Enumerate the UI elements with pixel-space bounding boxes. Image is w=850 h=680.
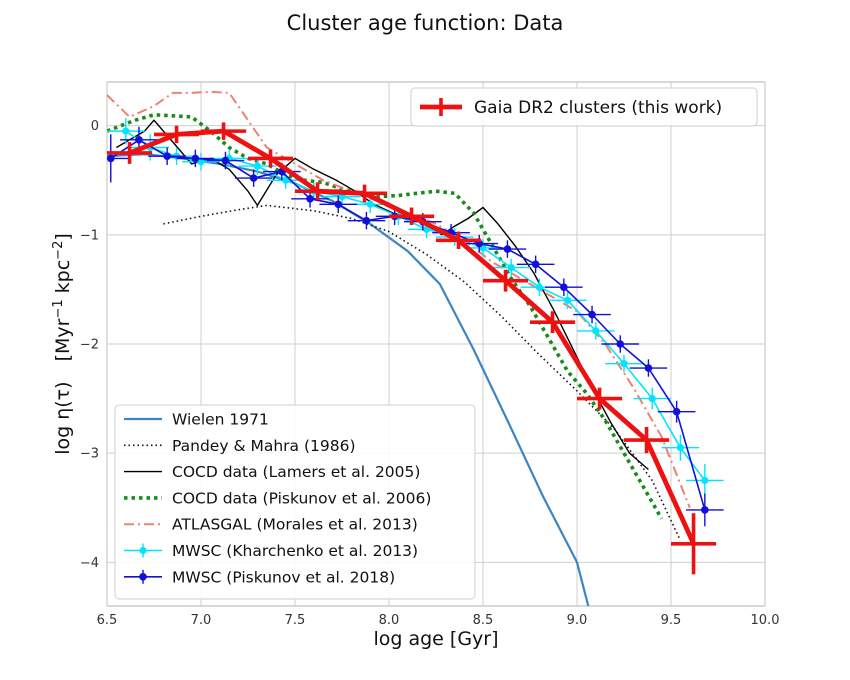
legend-label-4: ATLASGAL (Morales et al. 2013) xyxy=(172,516,418,534)
legend-label-1: Pandey & Mahra (1986) xyxy=(172,437,356,455)
data-point xyxy=(701,506,709,514)
data-point xyxy=(503,245,512,253)
legend-handle-marker-5 xyxy=(139,546,147,555)
y-axis-title-unit-mid: kpc xyxy=(52,260,74,300)
errorbar-series-2 xyxy=(107,122,717,575)
data-point xyxy=(191,154,200,163)
x-axis-title: log age [Gyr] xyxy=(373,628,498,650)
data-point xyxy=(616,340,625,348)
data-point xyxy=(362,216,371,225)
legend-handle-marker-6 xyxy=(139,573,147,581)
x-tick-label: 7.5 xyxy=(285,613,306,628)
legend-top-handle xyxy=(420,98,462,116)
legend-label-2: COCD data (Lamers et al. 2005) xyxy=(172,463,420,481)
chart-title: Cluster age function: Data xyxy=(287,11,564,35)
data-point xyxy=(253,162,261,170)
data-point xyxy=(163,152,171,161)
y-tick-label: 0 xyxy=(91,119,99,134)
y-tick-label: −4 xyxy=(80,556,99,571)
data-point xyxy=(701,476,709,485)
x-tick-label: 7.0 xyxy=(191,613,212,628)
data-point xyxy=(334,200,343,209)
series-lines xyxy=(107,90,724,606)
y-axis-title-unit-end: ] xyxy=(52,233,74,240)
data-point xyxy=(560,283,568,292)
data-point xyxy=(249,174,258,182)
y-axis-title: log η(τ) [Myr−1 kpc−2] xyxy=(51,233,74,455)
data-point xyxy=(672,407,681,416)
data-point xyxy=(648,394,656,403)
data-point xyxy=(588,310,596,319)
data-point xyxy=(620,360,628,368)
legend-label-0: Wielen 1971 xyxy=(172,411,269,429)
data-point xyxy=(197,158,205,166)
data-point xyxy=(366,200,374,208)
data-point xyxy=(107,154,115,163)
legend-top-box xyxy=(410,87,758,127)
series-line-3 xyxy=(107,113,664,520)
data-point xyxy=(423,225,431,233)
data-point xyxy=(135,136,143,144)
legend-main-items: Wielen 1971 Pandey & Mahra (1986) COCD dat… xyxy=(124,411,431,586)
tick-labels: 6.5 7.0 7.5 8.0 8.5 9.0 9.5 10.0 0 −1 −2 −3 −4 xyxy=(80,119,780,628)
data-point xyxy=(122,127,130,135)
data-point xyxy=(676,444,685,452)
x-tick-label: 6.5 xyxy=(97,613,118,628)
data-point xyxy=(531,260,540,269)
legend-main-box xyxy=(114,404,476,600)
data-point xyxy=(507,263,515,272)
y-axis-title-unit: [Myr xyxy=(52,318,74,361)
legend-top-label: Gaia DR2 clusters (this work) xyxy=(474,98,722,118)
x-tick-label: 8.5 xyxy=(473,613,494,628)
y-axis-title-main: log η(τ) xyxy=(52,381,74,454)
legend-label-3: COCD data (Piskunov et al. 2006) xyxy=(172,489,431,507)
data-point xyxy=(306,195,314,203)
data-point xyxy=(592,327,600,335)
legend-label-5: MWSC (Kharchenko et al. 2013) xyxy=(172,542,418,560)
x-tick-label: 9.5 xyxy=(661,613,682,628)
x-tick-label: 9.0 xyxy=(567,613,588,628)
legend-top: Gaia DR2 clusters (this work) xyxy=(410,87,758,127)
y-axis-title-unit-sup2: −2 xyxy=(51,241,66,260)
errorbar-series-line xyxy=(110,139,706,511)
y-axis-title-unit-sup1: −1 xyxy=(51,299,66,318)
legend-label-6: MWSC (Piskunov et al. 2018) xyxy=(172,568,395,586)
y-axis-title-text: log η(τ) [Myr−1 kpc−2] xyxy=(51,233,74,455)
y-tick-label: −3 xyxy=(80,447,99,462)
data-point xyxy=(221,156,230,165)
x-tick-label: 10.0 xyxy=(751,613,780,628)
x-tick-label: 8.0 xyxy=(379,613,400,628)
data-point xyxy=(564,296,572,304)
y-tick-label: −1 xyxy=(80,228,99,243)
data-point xyxy=(535,283,544,291)
data-point xyxy=(644,364,653,372)
y-tick-label: −2 xyxy=(80,338,99,353)
legend-main: Wielen 1971 Pandey & Mahra (1986) COCD dat… xyxy=(114,404,476,600)
data-point xyxy=(282,176,290,184)
